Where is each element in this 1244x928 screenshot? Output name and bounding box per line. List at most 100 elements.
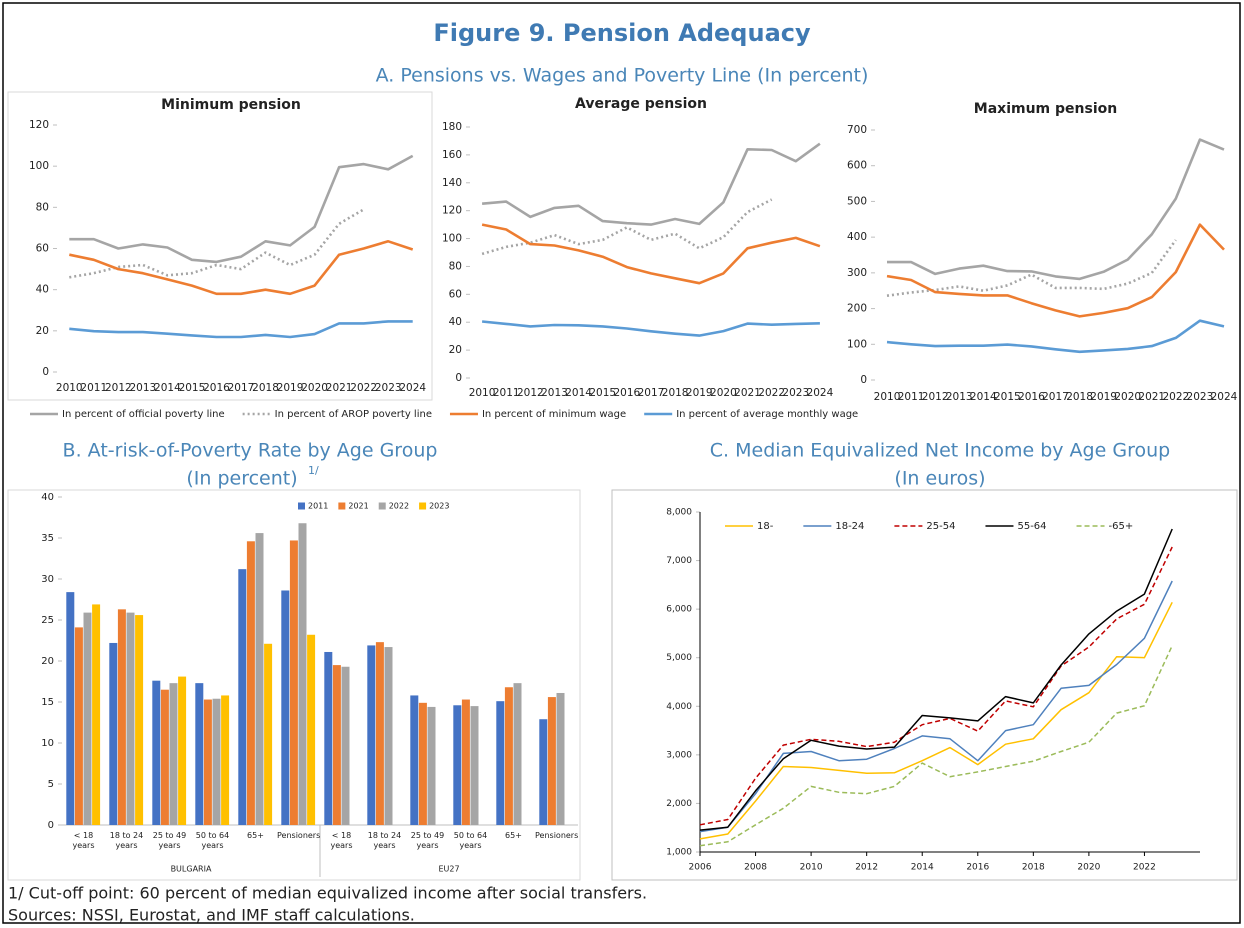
- y-tick-label: 40: [36, 284, 49, 296]
- y-tick-label: 0: [48, 820, 54, 831]
- y-tick-label: 0: [455, 372, 462, 384]
- x-tick-label: 2014: [565, 387, 592, 399]
- x-tick-label: 2013: [946, 391, 973, 403]
- x-tick-label: 2010: [56, 382, 83, 394]
- x-tick-label: 2016: [966, 863, 989, 873]
- line: [69, 240, 414, 296]
- x-tick-label: 2017: [228, 382, 255, 394]
- y-tick-label: 0: [42, 366, 49, 378]
- y-tick-label: 40: [449, 316, 462, 328]
- x-tick-label: 2022: [350, 382, 377, 394]
- x-tick-label: 2010: [800, 863, 823, 873]
- y-tick-label: 6,000: [666, 605, 692, 615]
- legend-swatch: [338, 502, 346, 510]
- y-tick-label: 100: [442, 233, 462, 245]
- y-tick-label: 500: [847, 195, 867, 207]
- x-tick-label: 2011: [898, 391, 925, 403]
- x-tick-label: 2014: [970, 391, 997, 403]
- y-tick-label: 100: [847, 338, 867, 350]
- y-tick-label: 7,000: [666, 556, 692, 566]
- x-tick-label: 2018: [662, 387, 689, 399]
- line: [699, 546, 1173, 826]
- y-tick-label: 3,000: [666, 750, 692, 760]
- legend-label: In percent of official poverty line: [62, 409, 225, 420]
- bar: [307, 634, 316, 825]
- panel-title: (In percent): [186, 468, 297, 490]
- footnote: Sources: NSSI, Eurostat, and IMF staff c…: [8, 906, 415, 925]
- group-label: EU27: [438, 865, 459, 874]
- panel-title: B. At-risk-of-Poverty Rate by Age Group: [63, 440, 438, 462]
- line: [887, 138, 1225, 281]
- bar: [375, 642, 384, 825]
- y-tick-label: 4,000: [666, 702, 692, 712]
- bar: [109, 642, 118, 825]
- legend-label: In percent of minimum wage: [482, 409, 626, 420]
- x-tick-label: 2023: [782, 387, 809, 399]
- y-tick-label: 120: [29, 119, 49, 131]
- x-tick-label: 2017: [638, 387, 665, 399]
- x-tick-label: < 18 years: [330, 831, 353, 850]
- x-tick-label: 2021: [734, 387, 761, 399]
- x-tick-label: 65+: [505, 831, 522, 840]
- bar: [195, 683, 204, 825]
- bar: [461, 699, 470, 825]
- x-tick-label: 2023: [1187, 391, 1214, 403]
- y-tick-label: 40: [41, 492, 54, 503]
- x-tick-label: Pensioners: [535, 831, 579, 840]
- bar: [298, 523, 307, 825]
- line: [699, 601, 1173, 840]
- y-tick-label: 5,000: [666, 653, 692, 663]
- bar: [324, 651, 333, 825]
- x-tick-label: 2012: [922, 391, 949, 403]
- bar: [341, 666, 350, 825]
- y-tick-label: 60: [449, 288, 462, 300]
- bar: [212, 698, 221, 825]
- y-tick-label: 5: [48, 779, 54, 790]
- chart-title: Minimum pension: [161, 97, 301, 113]
- y-tick-label: 30: [41, 574, 54, 585]
- y-tick-label: 120: [442, 205, 462, 217]
- y-tick-label: 80: [36, 201, 49, 213]
- y-tick-label: 600: [847, 160, 867, 172]
- y-tick-label: 160: [442, 149, 462, 161]
- bar: [92, 604, 101, 825]
- x-tick-label: 2020: [710, 387, 737, 399]
- line: [699, 580, 1173, 833]
- y-tick-label: 700: [847, 124, 867, 136]
- x-tick-label: 50 to 64 years: [453, 831, 488, 850]
- legend-label: 55-64: [1017, 521, 1046, 532]
- chart-title: Maximum pension: [974, 101, 1117, 117]
- legend-label: In percent of average monthly wage: [676, 409, 858, 420]
- x-tick-label: 2020: [1077, 863, 1100, 873]
- panel-frame: [7, 489, 581, 881]
- x-tick-label: 2011: [80, 382, 107, 394]
- x-tick-label: 2022: [1162, 391, 1189, 403]
- bar: [384, 647, 393, 825]
- line: [886, 319, 1225, 354]
- footnote: 1/ Cut-off point: 60 percent of median e…: [8, 884, 647, 903]
- legend-label: -65+: [1109, 521, 1134, 532]
- bar: [221, 695, 230, 825]
- x-tick-label: 2012: [517, 387, 544, 399]
- y-tick-label: 25: [41, 615, 54, 626]
- bar: [427, 706, 436, 825]
- line: [481, 198, 773, 256]
- line: [69, 208, 365, 279]
- line: [69, 320, 413, 339]
- panel-title: A. Pensions vs. Wages and Poverty Line (…: [376, 65, 869, 87]
- line: [699, 645, 1173, 847]
- y-tick-label: 300: [847, 267, 867, 279]
- bar: [83, 612, 92, 825]
- bar: [135, 615, 144, 825]
- y-tick-label: 60: [36, 243, 49, 255]
- panel-frame: [611, 489, 1238, 881]
- bar: [178, 676, 187, 825]
- legend-label: 25-54: [926, 521, 955, 532]
- y-tick-label: 0: [860, 374, 867, 386]
- legend-label: 18-24: [835, 521, 864, 532]
- panel-title: C. Median Equivalized Net Income by Age …: [710, 440, 1170, 462]
- y-tick-label: 180: [442, 121, 462, 133]
- bar: [126, 612, 135, 825]
